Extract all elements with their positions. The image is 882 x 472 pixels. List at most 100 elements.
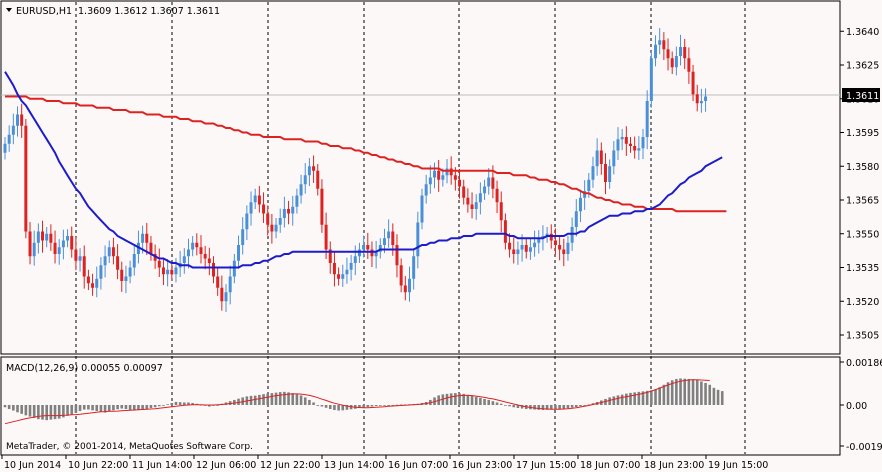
- candle: [695, 84, 699, 112]
- macd-bar: [708, 384, 712, 405]
- macd-bar: [57, 404, 61, 419]
- macd-caption: MACD(12,26,9) 0.00055 0.00097: [6, 363, 163, 374]
- macd-bar: [283, 391, 286, 405]
- macd-bar: [7, 404, 11, 410]
- macd-bar: [32, 404, 36, 418]
- candle: [495, 180, 499, 214]
- time-tick-label: 12 Jun 22:00: [260, 460, 320, 471]
- price-axis: 1.36401.36251.36101.35951.35801.35651.35…: [840, 27, 879, 342]
- candle: [633, 136, 637, 159]
- candle: [161, 259, 165, 286]
- macd-bar: [274, 392, 278, 405]
- price-tick-label: 1.3505: [846, 331, 879, 342]
- candle: [312, 155, 316, 183]
- candle: [45, 227, 49, 248]
- candle: [478, 182, 482, 215]
- macd-bar: [687, 378, 691, 405]
- macd-bar: [149, 404, 153, 409]
- macd-bar: [516, 404, 520, 409]
- candle: [70, 226, 74, 258]
- candle: [466, 188, 470, 213]
- macd-bar: [62, 404, 65, 418]
- macd-bar: [495, 402, 499, 405]
- macd-bar: [445, 393, 449, 405]
- candle: [291, 195, 295, 226]
- macd-bar: [337, 404, 340, 411]
- candle: [553, 228, 557, 255]
- macd-bar: [366, 404, 370, 408]
- macd-bar: [608, 397, 611, 405]
- macd-bar: [324, 404, 328, 408]
- macd-bar: [299, 395, 303, 405]
- macd-bar: [695, 379, 699, 405]
- time-tick-label: 10 Jun 22:00: [68, 460, 128, 471]
- candle: [349, 254, 353, 281]
- macd-bar: [454, 393, 457, 405]
- macd-bar: [675, 378, 678, 405]
- macd-bar: [178, 402, 182, 405]
- macd-bar: [691, 379, 695, 405]
- time-axis: 10 Jun 2014 10 Jun 22:00 11 Jun 14:00 12 Ju…: [1, 455, 768, 471]
- macd-bar: [66, 404, 69, 416]
- macd-bar: [545, 404, 549, 410]
- macd-bar: [49, 404, 53, 420]
- candle: [412, 248, 416, 290]
- candle: [91, 273, 95, 296]
- candle: [195, 233, 199, 256]
- candle: [95, 266, 99, 298]
- macd-bar: [616, 395, 620, 405]
- macd-bar: [570, 404, 574, 408]
- macd-bar: [345, 404, 349, 410]
- candle: [562, 238, 566, 267]
- candle: [66, 229, 70, 248]
- candle: [53, 230, 57, 264]
- candle: [374, 240, 378, 269]
- macd-bar: [383, 404, 386, 406]
- time-tick-label: 19 Jun 15:00: [708, 460, 768, 471]
- time-tick-label: 11 Jun 14:00: [132, 460, 192, 471]
- candle: [370, 241, 374, 268]
- macd-bar: [41, 404, 44, 420]
- macd-bar: [174, 401, 178, 405]
- candle: [458, 168, 462, 199]
- time-tick-label: 10 Jun 2014: [4, 460, 61, 471]
- macd-bar: [128, 404, 132, 411]
- macd-bar: [374, 404, 378, 406]
- macd-bar: [462, 393, 465, 405]
- time-tick-label: 16 Jun 07:00: [388, 460, 448, 471]
- candle: [107, 240, 111, 263]
- macd-bar: [449, 393, 453, 405]
- candle: [345, 257, 349, 284]
- candle: [595, 138, 599, 176]
- candle: [512, 237, 516, 264]
- candle: [428, 165, 432, 194]
- macd-bar: [512, 404, 516, 408]
- candle: [528, 237, 532, 260]
- candle: [654, 35, 658, 67]
- macd-bar: [258, 394, 261, 405]
- macd-bar: [612, 396, 616, 405]
- candle: [566, 236, 570, 261]
- symbol-dropdown-icon[interactable]: [6, 8, 12, 12]
- macd-bar: [162, 404, 165, 406]
- candle: [182, 248, 186, 274]
- candle: [157, 248, 161, 277]
- candle: [274, 218, 278, 239]
- macd-tick-label: 0.00: [846, 401, 867, 412]
- candle: [241, 217, 245, 255]
- macd-bar: [658, 387, 661, 405]
- candle: [641, 128, 645, 160]
- macd-bar: [216, 404, 219, 406]
- candle: [699, 88, 703, 113]
- macd-bar: [233, 399, 236, 405]
- macd-bar: [99, 404, 103, 413]
- macd-bar: [166, 404, 169, 406]
- candle: [591, 156, 595, 188]
- fast-moving-average-line: [4, 71, 723, 269]
- macd-bar: [637, 391, 641, 405]
- macd-bar: [74, 404, 78, 413]
- macd-bar: [341, 404, 345, 411]
- candle: [399, 258, 403, 293]
- candle: [99, 257, 103, 290]
